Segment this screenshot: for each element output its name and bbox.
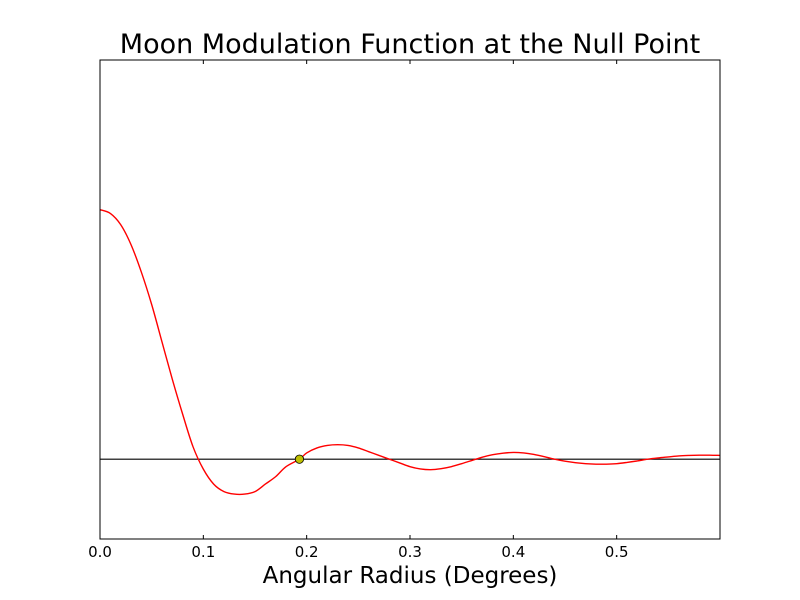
x-tick-label: 0.3 (398, 543, 422, 561)
x-axis-label: Angular Radius (Degrees) (263, 563, 558, 589)
null-point-marker (294, 454, 305, 464)
x-tick-label: 0.0 (88, 543, 112, 561)
x-tick-label: 0.1 (191, 543, 215, 561)
x-tick-label: 0.4 (501, 543, 525, 561)
x-tick-label: 0.5 (605, 543, 629, 561)
plot-area (99, 59, 721, 540)
chart-title: Moon Modulation Function at the Null Poi… (120, 29, 700, 60)
x-axis: 0.0 0.1 0.2 0.3 0.4 0.5 (88, 60, 629, 561)
series-line-0 (99, 209, 721, 496)
x-tick-label: 0.2 (295, 543, 319, 561)
